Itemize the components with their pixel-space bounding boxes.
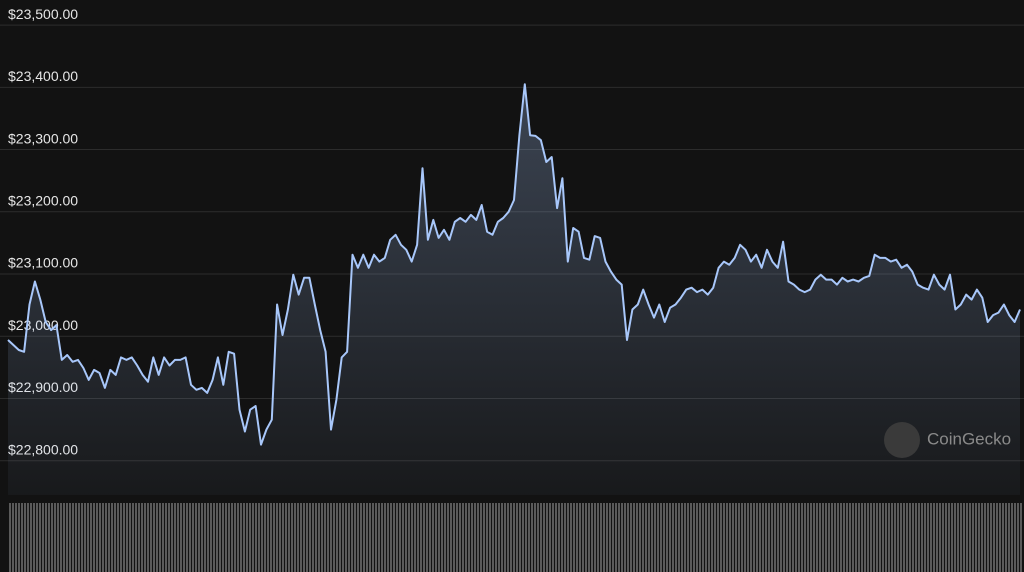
y-tick-label: $23,200.00 bbox=[8, 193, 78, 209]
y-tick-label: $23,500.00 bbox=[8, 6, 78, 22]
watermark-logo bbox=[884, 422, 920, 458]
plot bbox=[7, 83, 1021, 495]
y-tick-label: $23,100.00 bbox=[8, 255, 78, 271]
price-line bbox=[7, 83, 1021, 446]
watermark: CoinGecko bbox=[927, 429, 1011, 448]
y-tick-label: $23,300.00 bbox=[8, 130, 78, 146]
volume-band bbox=[8, 503, 1022, 572]
area-fill bbox=[8, 84, 1020, 495]
y-tick-label: $23,400.00 bbox=[8, 68, 78, 84]
